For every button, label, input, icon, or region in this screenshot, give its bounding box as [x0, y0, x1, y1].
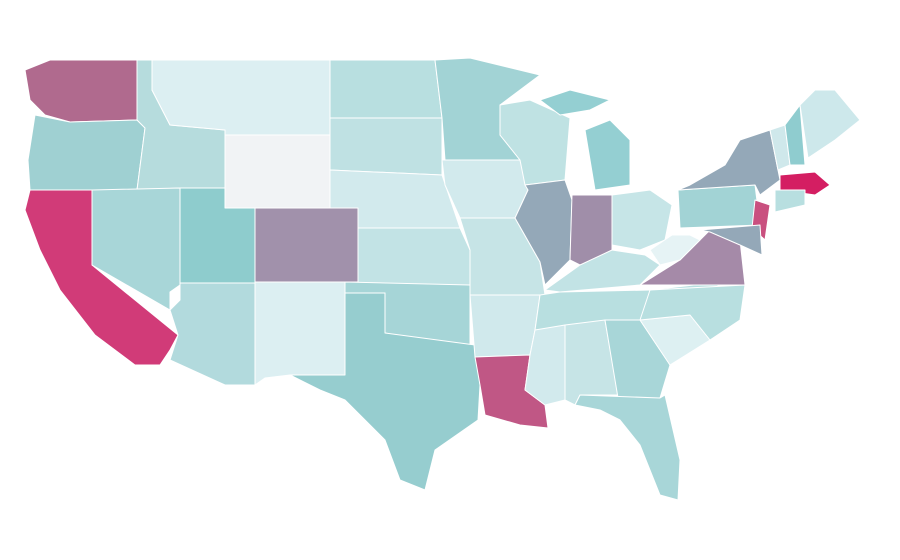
region [169, 282, 256, 386]
region [677, 129, 781, 196]
region [24, 59, 138, 123]
region [574, 394, 681, 501]
region [329, 59, 443, 119]
region [649, 234, 701, 266]
region [774, 189, 806, 213]
region [544, 249, 661, 293]
region [329, 117, 443, 176]
region [779, 171, 831, 196]
region [677, 184, 761, 229]
region [441, 159, 529, 219]
region [469, 294, 541, 358]
regions [24, 57, 861, 501]
region [151, 59, 331, 136]
region [784, 104, 806, 166]
region [357, 227, 471, 286]
region [289, 292, 481, 491]
region [539, 89, 611, 116]
region [699, 224, 763, 256]
region [254, 207, 359, 283]
region [224, 134, 331, 209]
region [27, 114, 146, 191]
region [584, 119, 631, 191]
region [799, 89, 861, 159]
region [254, 281, 346, 386]
region [514, 179, 573, 286]
region [604, 319, 671, 399]
